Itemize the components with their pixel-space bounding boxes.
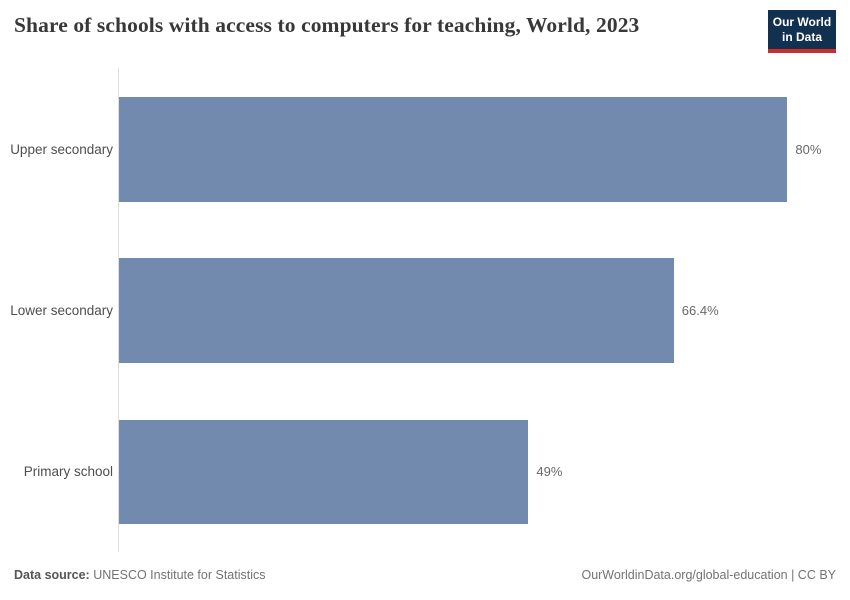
value-label: 66.4% — [681, 303, 719, 319]
owid-logo-line2: in Data — [781, 29, 822, 44]
owid-logo[interactable]: Our World in Data — [768, 10, 836, 53]
bar[interactable] — [119, 258, 674, 363]
bar[interactable] — [119, 419, 529, 525]
data-source-note: Data source: UNESCO Institute for Statis… — [14, 568, 266, 582]
data-source-label: Data source: — [14, 568, 90, 582]
y-axis-line — [118, 68, 119, 552]
category-label: Upper secondary — [10, 141, 113, 157]
bar[interactable] — [119, 97, 788, 202]
page-title: Share of schools with access to computer… — [14, 13, 640, 37]
value-label: 49% — [536, 464, 563, 480]
data-source-value: UNESCO Institute for Statistics — [93, 568, 266, 582]
chart-footer: Data source: UNESCO Institute for Statis… — [14, 568, 836, 582]
category-label: Primary school — [23, 464, 113, 480]
owid-logo-line1: Our World — [772, 15, 832, 30]
footer-link[interactable]: OurWorldinData.org/global-education | CC… — [581, 568, 836, 582]
value-label: 80% — [795, 141, 822, 157]
category-label: Lower secondary — [10, 303, 113, 319]
